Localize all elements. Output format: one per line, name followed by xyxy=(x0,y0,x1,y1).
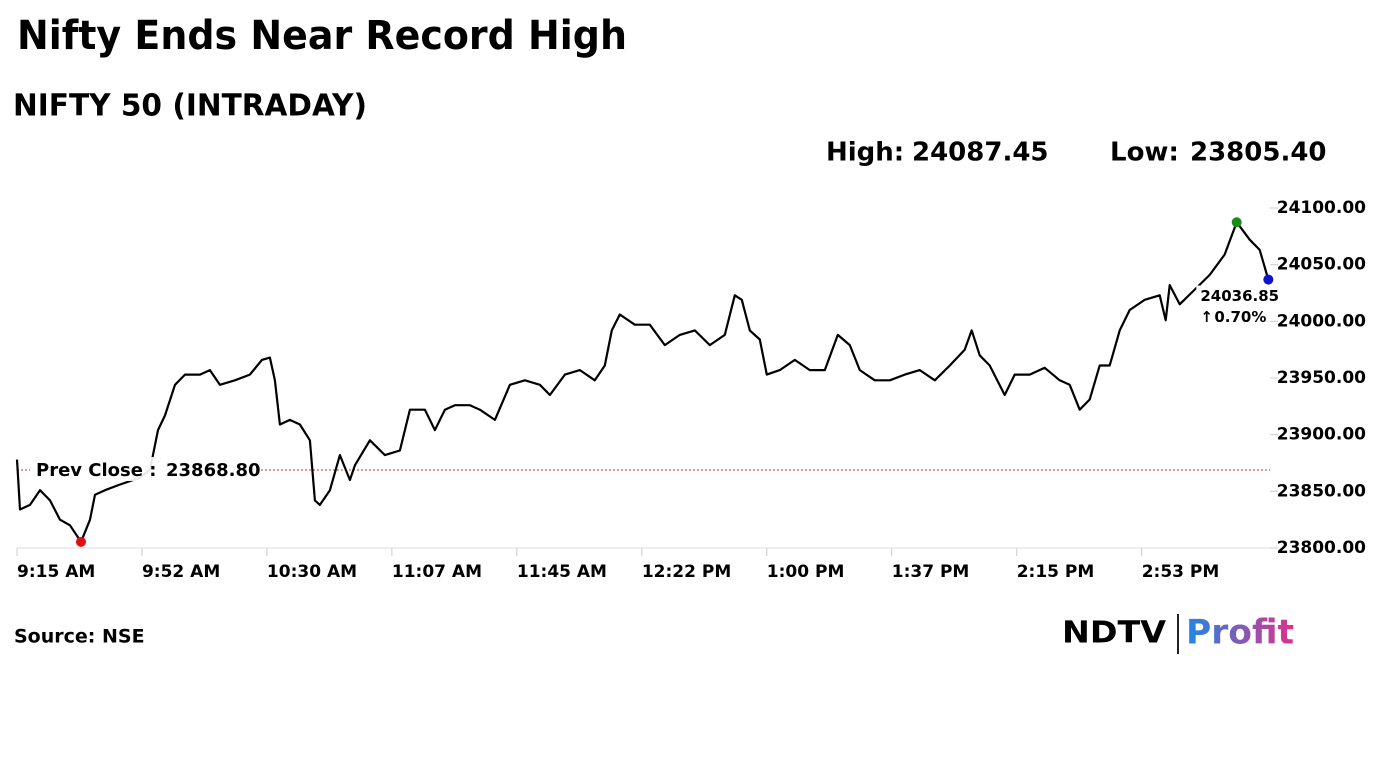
price-line xyxy=(15,221,1270,543)
brand-ndtv: NDTV xyxy=(1062,616,1167,651)
x-tick-label: 10:30 AM xyxy=(267,562,357,582)
y-tick-label: 24000.00 xyxy=(1277,311,1366,331)
prev-close-bg xyxy=(30,457,258,482)
stat-label: Low: xyxy=(1110,138,1179,168)
y-tick-label: 24050.00 xyxy=(1277,255,1366,275)
x-tick-label: 11:07 AM xyxy=(392,562,482,582)
y-tick-label: 23950.00 xyxy=(1277,368,1366,388)
x-tick-label: 9:52 AM xyxy=(142,562,220,582)
chart-subtitle: NIFTY 50 (INTRADAY) xyxy=(13,89,367,124)
y-tick-label: 24100.00 xyxy=(1277,198,1366,218)
last-marker xyxy=(1263,274,1274,285)
change-arrow: ↑ xyxy=(1200,308,1213,326)
x-tick-label: 2:15 PM xyxy=(1017,562,1095,582)
stat-value: 24087.45 xyxy=(912,138,1049,168)
stat-value: 23805.40 xyxy=(1190,138,1327,168)
last-value: 24036.85 xyxy=(1200,287,1279,305)
x-tick-label: 12:22 PM xyxy=(642,562,731,582)
y-tick-label: 23900.00 xyxy=(1277,425,1366,445)
y-tick-label: 23850.00 xyxy=(1277,481,1366,501)
low-marker xyxy=(75,536,86,547)
prev-close-label: Prev Close : xyxy=(36,460,156,481)
x-tick-label: 9:15 AM xyxy=(17,562,95,582)
brand-profit: Profit xyxy=(1186,613,1294,653)
x-tick-label: 11:45 AM xyxy=(517,562,607,582)
x-tick-label: 1:00 PM xyxy=(767,562,845,582)
last-label-bg xyxy=(1196,285,1269,326)
chart-title: Nifty Ends Near Record High xyxy=(17,13,627,59)
x-tick-label: 2:53 PM xyxy=(1142,562,1220,582)
source: Source: NSE xyxy=(14,626,145,648)
prev-close-value: 23868.80 xyxy=(166,460,261,481)
y-tick-label: 23800.00 xyxy=(1277,538,1366,558)
high-marker xyxy=(1231,217,1242,228)
change: 0.70% xyxy=(1214,308,1266,326)
stat-label: High: xyxy=(826,138,904,168)
x-tick-label: 1:37 PM xyxy=(892,562,970,582)
